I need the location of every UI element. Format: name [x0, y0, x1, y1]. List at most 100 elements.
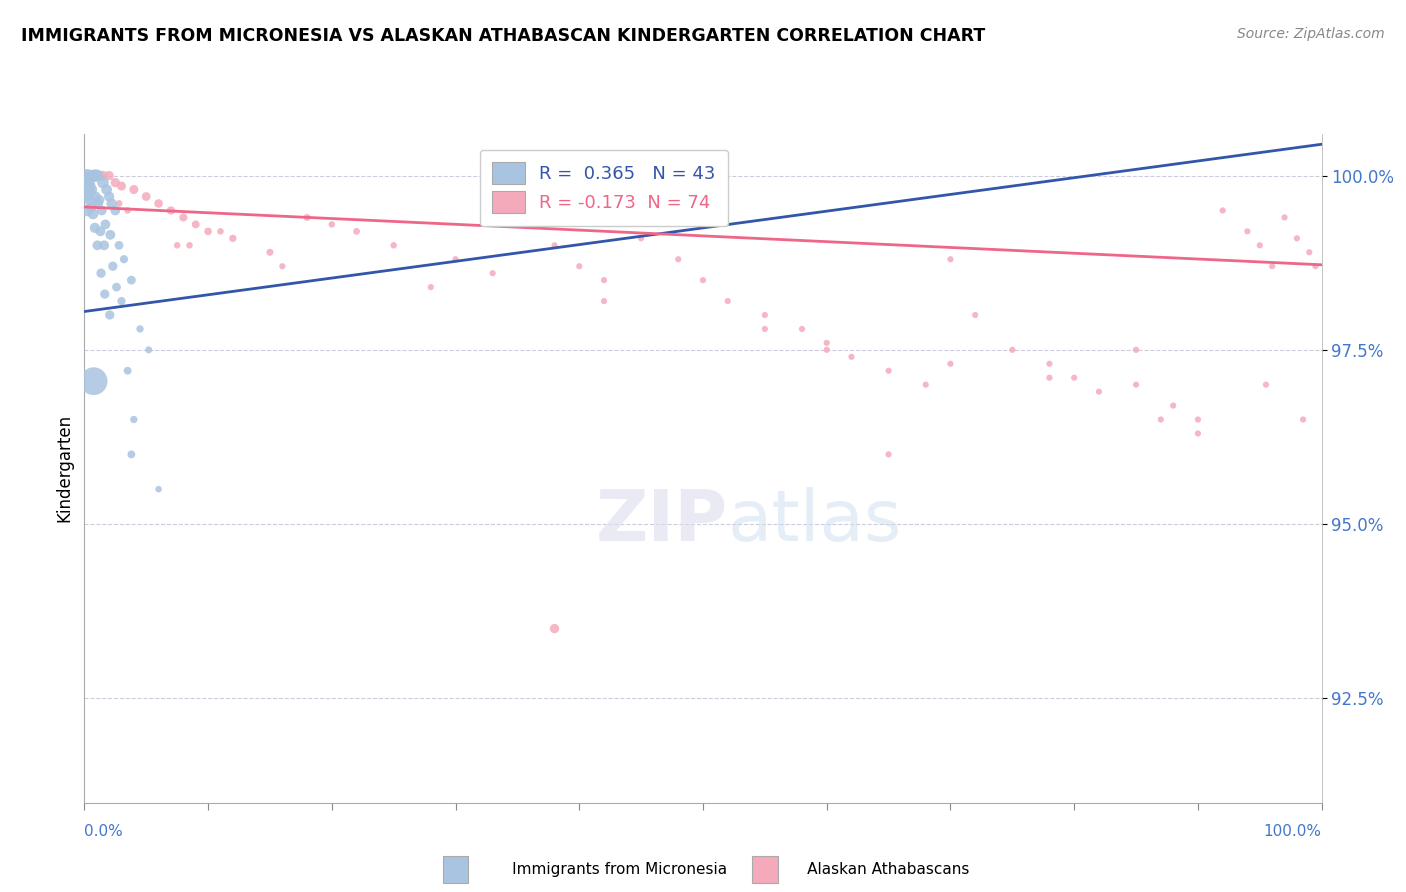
Point — [80, 200, 103, 214]
Point — [815, 343, 838, 357]
Point — [98, 169, 121, 183]
Point — [1285, 231, 1308, 245]
Point — [179, 238, 201, 252]
Point — [506, 218, 529, 232]
Point — [160, 203, 183, 218]
Point — [754, 322, 776, 336]
Text: Source: ZipAtlas.com: Source: ZipAtlas.com — [1237, 27, 1385, 41]
Text: Alaskan Athabascans: Alaskan Athabascans — [773, 863, 970, 877]
Point — [939, 357, 962, 371]
Point — [1125, 343, 1147, 357]
Point — [593, 293, 616, 308]
Point — [666, 252, 689, 267]
Point — [1298, 245, 1320, 260]
Point — [84, 189, 107, 203]
Text: IMMIGRANTS FROM MICRONESIA VS ALASKAN ATHABASCAN KINDERGARTEN CORRELATION CHART: IMMIGRANTS FROM MICRONESIA VS ALASKAN AT… — [21, 27, 986, 45]
Text: Immigrants from Micronesia: Immigrants from Micronesia — [478, 863, 727, 877]
Point — [321, 218, 343, 232]
Point — [86, 238, 108, 252]
Point — [815, 335, 838, 350]
Point — [79, 169, 101, 183]
Point — [117, 203, 139, 218]
Point — [108, 196, 131, 211]
Point — [259, 245, 281, 260]
Point — [166, 238, 188, 252]
Point — [75, 179, 97, 194]
Point — [271, 259, 294, 273]
Point — [1038, 370, 1060, 384]
Point — [1187, 412, 1209, 426]
Point — [295, 211, 318, 225]
Y-axis label: Kindergarten: Kindergarten — [55, 414, 73, 523]
Point — [481, 266, 503, 280]
Point — [630, 231, 652, 245]
Legend: R =  0.365   N = 43, R = -0.173  N = 74: R = 0.365 N = 43, R = -0.173 N = 74 — [479, 150, 728, 226]
Point — [100, 196, 122, 211]
Point — [91, 176, 114, 190]
Point — [382, 238, 405, 252]
Point — [89, 224, 111, 238]
Point — [172, 211, 194, 225]
Text: 0.0%: 0.0% — [84, 823, 124, 838]
Point — [79, 169, 101, 183]
Point — [75, 186, 97, 200]
Point — [120, 273, 142, 287]
Point — [82, 207, 104, 221]
Point — [104, 203, 127, 218]
Point — [877, 364, 900, 378]
Point — [104, 176, 127, 190]
Point — [914, 377, 936, 392]
Point — [94, 218, 117, 232]
Point — [1305, 259, 1327, 273]
Point — [110, 179, 132, 194]
Point — [1249, 238, 1271, 252]
Point — [138, 343, 160, 357]
Point — [83, 374, 105, 388]
Text: 100.0%: 100.0% — [1264, 823, 1322, 838]
Point — [76, 203, 98, 218]
Point — [129, 322, 152, 336]
Point — [754, 308, 776, 322]
Point — [87, 196, 110, 211]
Point — [80, 182, 103, 196]
Point — [717, 293, 740, 308]
Point — [120, 447, 142, 461]
Point — [1001, 343, 1024, 357]
Point — [1187, 426, 1209, 441]
Point — [1063, 370, 1085, 384]
Point — [346, 224, 368, 238]
Point — [89, 193, 111, 207]
Point — [184, 218, 207, 232]
Point — [91, 169, 114, 183]
Point — [112, 252, 135, 267]
Point — [83, 169, 105, 183]
Point — [77, 169, 100, 183]
Point — [79, 193, 101, 207]
Point — [94, 287, 117, 301]
Point — [122, 182, 145, 196]
Point — [1236, 224, 1258, 238]
Point — [1292, 412, 1315, 426]
Point — [1038, 357, 1060, 371]
Point — [543, 622, 565, 636]
Point — [1150, 412, 1173, 426]
Point — [543, 238, 565, 252]
Point — [105, 280, 128, 294]
Point — [790, 322, 813, 336]
Point — [96, 182, 118, 196]
Point — [209, 224, 232, 238]
Point — [135, 189, 157, 203]
Point — [98, 189, 121, 203]
Point — [593, 273, 616, 287]
Point — [117, 364, 139, 378]
Point — [1261, 259, 1284, 273]
Point — [77, 176, 100, 190]
Point — [197, 224, 219, 238]
Point — [939, 252, 962, 267]
Point — [90, 203, 112, 218]
Point — [568, 259, 591, 273]
Point — [1088, 384, 1111, 399]
Point — [89, 169, 111, 183]
Point — [83, 169, 105, 183]
Point — [1254, 377, 1277, 392]
